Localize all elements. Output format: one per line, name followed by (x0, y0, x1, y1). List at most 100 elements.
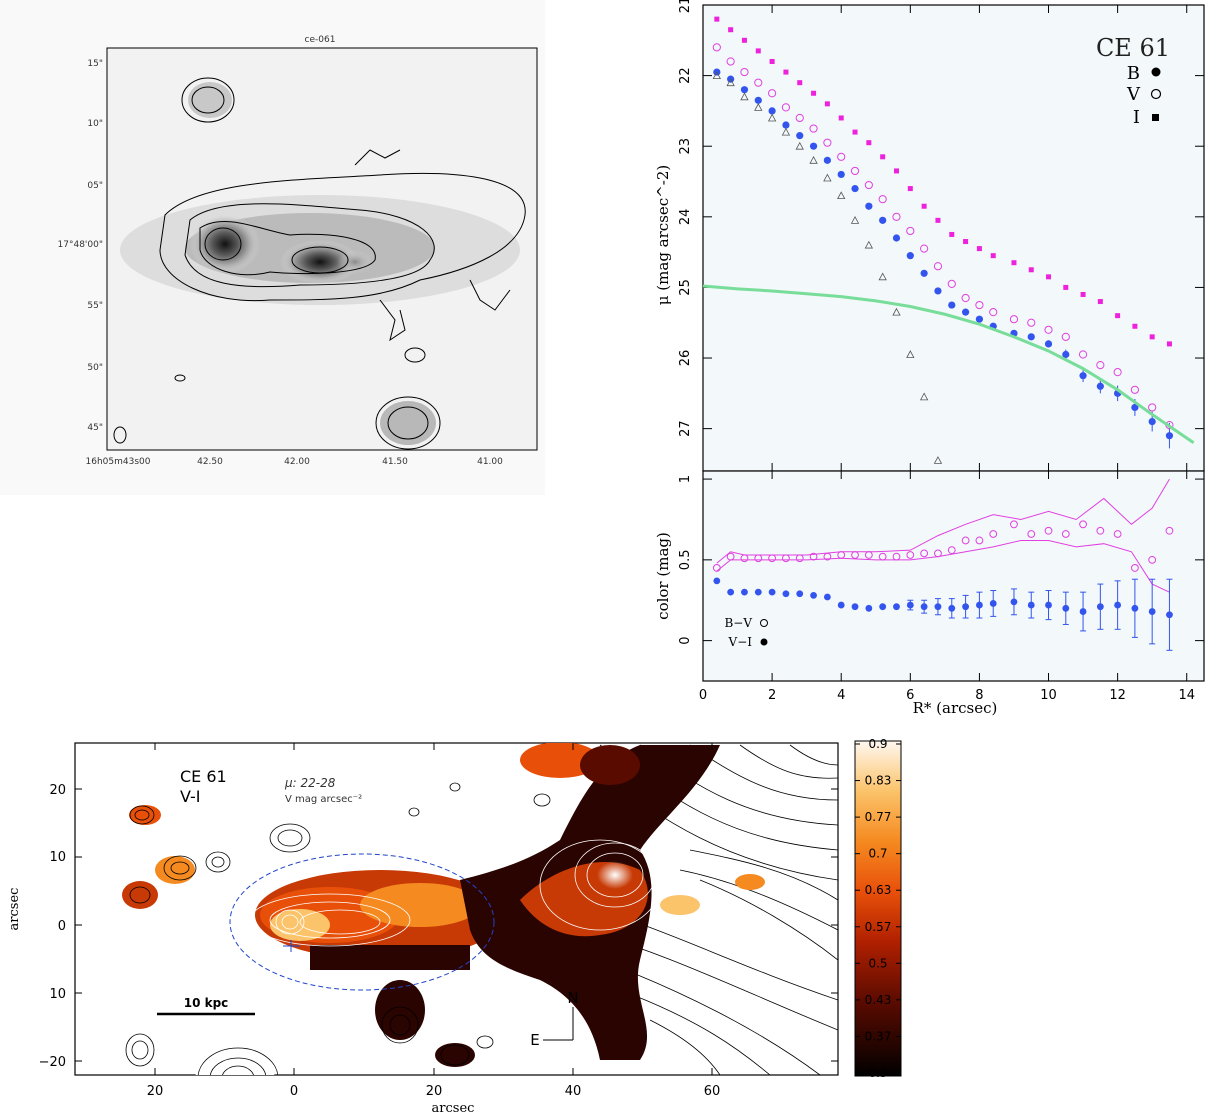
profile-point-b (1027, 333, 1035, 341)
profile-point-v (1009, 315, 1019, 324)
color-xtick-label: 12 (1109, 688, 1126, 703)
colormap-region (129, 805, 161, 825)
profile-point-triangle (919, 392, 929, 401)
image-xtick: 41.50 (382, 457, 408, 467)
color-frame (702, 470, 1205, 682)
heatmap-ytick: −20 (39, 1055, 66, 1070)
profile-point-b (1079, 372, 1087, 380)
profile-point-triangle (754, 103, 763, 111)
profile-point-triangle (864, 240, 874, 249)
color-ytick-label: 0 (678, 636, 693, 644)
legend-label-vi: V−I (728, 635, 753, 649)
profile-point-v (975, 300, 984, 310)
color-point-bv (851, 551, 859, 559)
profile-point-v (1096, 360, 1105, 370)
color-point-bv (1027, 530, 1036, 538)
profile-point-b (892, 234, 901, 242)
colorbar-tick-label: 0.83 (865, 774, 892, 788)
compass-east-label: E (530, 1031, 539, 1049)
profile-legend: B V I (1126, 63, 1162, 128)
profile-point-i (852, 129, 858, 135)
color-point-vi (1045, 601, 1052, 609)
profile-point-v (726, 57, 735, 66)
color-point-vi (865, 604, 873, 612)
heatmap-subtitle: V-I (180, 787, 201, 806)
profile-point-v (850, 166, 860, 176)
color-point-vi (1114, 601, 1122, 609)
colorbar-tick-label: 0.57 (865, 920, 892, 934)
color-point-bv (892, 552, 901, 561)
image-ytick: 45" (87, 423, 103, 433)
color-point-bv (961, 536, 970, 545)
color-point-vi (713, 577, 721, 585)
profile-ytick-label: 24 (678, 209, 693, 226)
color-point-bv (864, 551, 873, 559)
heatmap-xtick: 20 (147, 1084, 164, 1099)
color-marks (712, 478, 1174, 651)
profile-point-v (947, 279, 956, 288)
color-point-vi (934, 603, 942, 611)
profile-point-i (714, 16, 720, 22)
color-bound-line (716, 539, 1170, 593)
profile-point-v (809, 124, 818, 133)
color-point-bv (1165, 526, 1174, 535)
profile-point-v (740, 67, 749, 77)
profile-point-i (1063, 284, 1069, 290)
profile-model-line (702, 284, 1195, 444)
profile-point-b (782, 121, 790, 129)
heatmap-xtick: 60 (704, 1084, 721, 1099)
profile-point-b (920, 269, 928, 277)
profile-point-triangle (933, 456, 943, 464)
color-point-bv (795, 554, 804, 563)
profile-point-triangle (740, 92, 749, 101)
profile-ytick-label: 25 (678, 279, 693, 296)
color-point-bv (782, 554, 790, 563)
color-point-vi (810, 591, 817, 599)
color-xtick-label: 10 (1040, 688, 1057, 703)
profile-point-triangle (726, 78, 735, 87)
color-point-bv (920, 549, 929, 558)
profile-ytick-label: 22 (678, 67, 693, 84)
color-point-bv (768, 554, 777, 563)
image-xtick: 42.50 (197, 457, 223, 467)
color-point-bv (1044, 526, 1053, 535)
profile-point-b (740, 86, 749, 94)
color-point-vi (768, 588, 776, 596)
colorbar-ticks: 0.9 0.83 0.77 0.7 0.63 0.57 0.5 0.43 0.37 0.3 (855, 737, 901, 1080)
profile-point-i (921, 203, 927, 209)
scale-bar-label: 10 kpc (184, 996, 229, 1010)
heatmap-xlabel: arcsec (432, 1101, 475, 1116)
color-point-vi (782, 590, 790, 598)
profile-point-i (1115, 313, 1121, 319)
profile-point-v (1044, 325, 1053, 334)
profile-point-i (769, 58, 775, 64)
color-point-vi (989, 600, 997, 607)
profile-point-b (1131, 403, 1139, 412)
heatmap-ylabel: arcsec (7, 888, 22, 931)
image-ytick: 50" (87, 363, 103, 373)
color-point-vi (1148, 608, 1156, 615)
color-point-bv (1010, 520, 1018, 529)
center-marker (283, 940, 300, 952)
heatmap-xtick: 20 (426, 1084, 443, 1099)
profile-point-i (866, 140, 872, 146)
color-point-bv (1096, 526, 1105, 535)
image-contours (113, 77, 526, 450)
color-point-vi (741, 588, 748, 596)
color-point-vi (823, 593, 831, 601)
profile-point-triangle (906, 350, 915, 358)
profile-point-triangle (712, 71, 721, 80)
profile-point-b (948, 301, 956, 309)
color-point-vi (1131, 604, 1139, 612)
companion-contours (125, 782, 551, 1075)
profile-point-i (838, 115, 844, 121)
profile-ytick-label: 21 (678, 0, 693, 13)
colormap-region (360, 883, 480, 927)
color-point-vi (948, 604, 956, 612)
profile-point-b (823, 156, 831, 164)
profile-title: CE 61 (1096, 34, 1170, 62)
color-point-vi (893, 603, 900, 611)
color-map (122, 743, 765, 1075)
color-xtick-label: 14 (1178, 688, 1195, 703)
profile-point-v (1061, 332, 1070, 341)
